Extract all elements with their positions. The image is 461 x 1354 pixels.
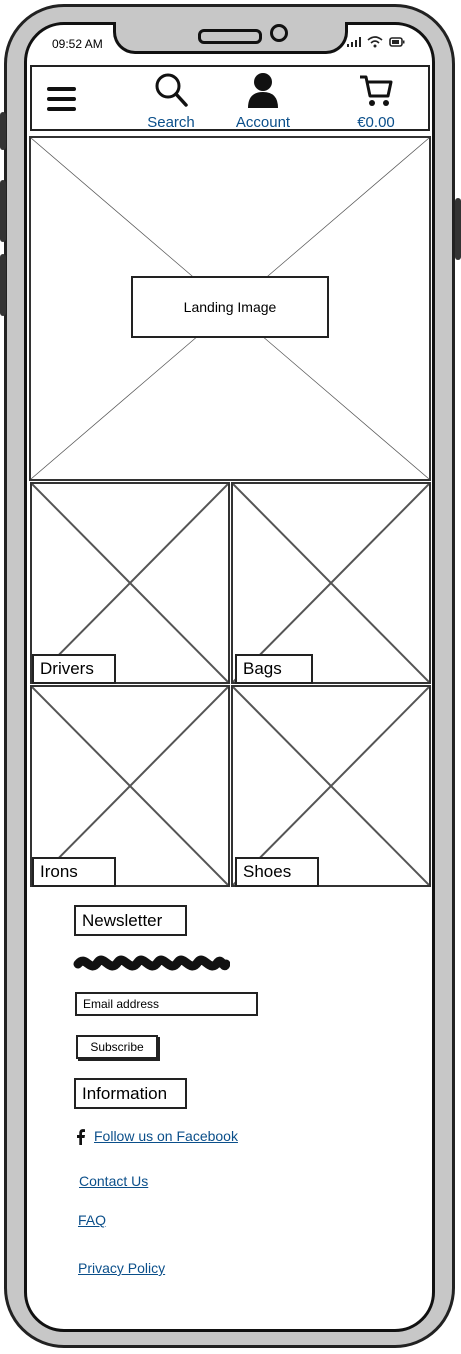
speaker (198, 29, 262, 44)
facebook-link[interactable]: Follow us on Facebook (94, 1128, 238, 1144)
search-label: Search (147, 114, 195, 131)
facebook-icon[interactable] (76, 1129, 86, 1145)
hamburger-menu-icon[interactable] (47, 85, 77, 113)
account-nav-button[interactable]: Account (228, 72, 298, 131)
account-label: Account (235, 114, 291, 131)
side-button-left-3 (0, 254, 6, 316)
category-tile-drivers[interactable] (30, 482, 230, 684)
image-placeholder-icon (233, 687, 429, 885)
category-tile-irons[interactable] (30, 685, 230, 887)
category-label-irons: Irons (32, 857, 116, 887)
wifi-icon (367, 36, 383, 48)
cart-icon (360, 75, 393, 106)
battery-icon (389, 37, 405, 47)
scribble-text-placeholder (73, 955, 230, 971)
side-button-left-2 (0, 180, 6, 242)
cart-total: €0.00 (357, 114, 395, 131)
newsletter-title: Newsletter (74, 905, 187, 936)
signal-icon (347, 37, 361, 47)
information-title: Information (74, 1078, 187, 1109)
search-icon (155, 73, 188, 107)
image-placeholder-icon (32, 484, 228, 682)
landing-image-label: Landing Image (131, 276, 329, 338)
search-nav-button[interactable]: Search (140, 72, 202, 131)
subscribe-button[interactable]: Subscribe (76, 1035, 158, 1059)
status-icons (347, 36, 405, 48)
cart-nav-button[interactable]: €0.00 (347, 72, 405, 131)
camera (270, 24, 288, 42)
category-tile-shoes[interactable] (231, 685, 431, 887)
top-nav (30, 65, 430, 131)
faq-link[interactable]: FAQ (78, 1212, 107, 1228)
contact-us-link[interactable]: Contact Us (79, 1173, 149, 1189)
side-button-right (455, 198, 461, 260)
category-label-shoes: Shoes (235, 857, 319, 887)
category-label-drivers: Drivers (32, 654, 116, 684)
category-label-bags: Bags (235, 654, 313, 684)
image-placeholder-icon (233, 484, 429, 682)
privacy-policy-link[interactable]: Privacy Policy (78, 1260, 166, 1276)
side-button-left-1 (0, 112, 6, 150)
image-placeholder-icon (32, 687, 228, 885)
category-tile-bags[interactable] (231, 482, 431, 684)
user-icon (248, 73, 278, 108)
status-time: 09:52 AM (52, 37, 103, 51)
email-input[interactable]: Email address (75, 992, 258, 1016)
notch (113, 22, 348, 54)
